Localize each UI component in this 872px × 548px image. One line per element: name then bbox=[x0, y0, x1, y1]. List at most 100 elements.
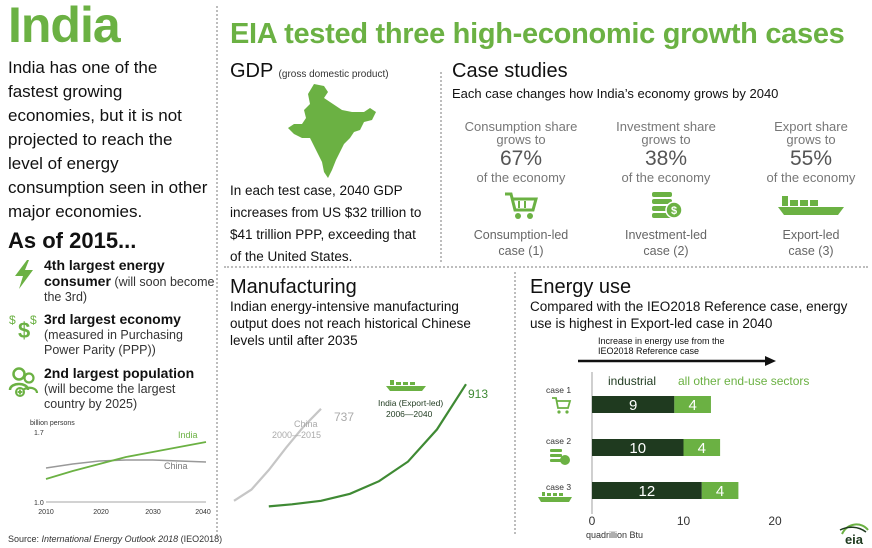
energy-xtick-20: 20 bbox=[768, 514, 782, 528]
energy-xlabel: quadrillion Btu bbox=[586, 530, 643, 540]
pop-india-label: India bbox=[178, 430, 198, 440]
main-title: EIA tested three high-economic growth ca… bbox=[230, 18, 845, 50]
mfg-china-line bbox=[233, 408, 322, 502]
energy-use-chart: Increase in energy use from the IEO2018 … bbox=[538, 336, 809, 540]
case-export-line2: grows to bbox=[786, 132, 836, 147]
india-map-icon bbox=[288, 84, 376, 178]
pop-xtick-2010: 2010 bbox=[38, 509, 54, 516]
mfg-india-line bbox=[268, 383, 467, 508]
svg-text:$: $ bbox=[30, 313, 37, 327]
energy-bar-3-industrial bbox=[592, 482, 702, 499]
energy-legend-other: all other end-use sectors bbox=[678, 374, 809, 388]
rank-energy: 4th largest energy consumer (will soon b… bbox=[44, 258, 219, 305]
eia-logo-text: eia bbox=[845, 532, 864, 546]
case-investment-line1: Investment share bbox=[616, 119, 716, 134]
case-investment-line3: of the economy bbox=[621, 170, 711, 185]
coins-icon: $ bbox=[652, 192, 683, 219]
ship-icon bbox=[778, 196, 844, 215]
eia-logo-icon: eia bbox=[839, 523, 869, 546]
pop-xtick-2020: 2020 bbox=[93, 509, 109, 516]
as-of-heading: As of 2015... bbox=[8, 228, 137, 253]
pop-india-line bbox=[45, 441, 207, 480]
population-chart: billion persons 1.7 1.0 2010 2020 2030 2… bbox=[30, 420, 211, 516]
mfg-india-years: 2006—2040 bbox=[386, 409, 433, 419]
case-export-pct: 55% bbox=[789, 147, 833, 170]
energy-bar-label-1-other: 4 bbox=[688, 397, 696, 414]
case-consumption-label2: case (1) bbox=[498, 244, 544, 258]
energy-arrow-text-line1: Increase in energy use from the bbox=[598, 336, 725, 346]
people-icon bbox=[8, 367, 39, 397]
case-export-label2: case (3) bbox=[788, 244, 834, 258]
energy-bar-2-industrial bbox=[592, 439, 684, 456]
rank-economy: 3rd largest economy (measured in Purchas… bbox=[44, 312, 219, 358]
energy-use-text: Compared with the IEO2018 Reference case… bbox=[530, 299, 848, 331]
energy-case3-label: case 3 bbox=[546, 482, 571, 492]
energy-bar-2-other bbox=[683, 439, 721, 456]
source-note: Source: International Energy Outlook 201… bbox=[8, 534, 222, 544]
rank-economy-note: (measured in Purchasing Power Parity (PP… bbox=[44, 328, 183, 357]
case-consumption-line1: Consumption share bbox=[464, 119, 578, 134]
energy-case1-label: case 1 bbox=[546, 385, 571, 395]
energy-bar-1-other bbox=[674, 396, 711, 413]
mfg-china-end-label: 737 bbox=[334, 410, 354, 424]
energy-bar-label-3-industrial: 12 bbox=[639, 483, 656, 500]
case-consumption-label1: Consumption-led bbox=[473, 228, 569, 242]
source-italic: International Energy Outlook 2018 bbox=[41, 534, 179, 544]
energy-bar-3-other bbox=[701, 482, 739, 499]
manufacturing-text: Indian energy-intensive manufacturing ou… bbox=[230, 299, 471, 348]
case-export-label1: Export-led bbox=[782, 228, 840, 242]
energy-use-title: Energy use bbox=[530, 276, 632, 298]
svg-text:$: $ bbox=[671, 205, 677, 217]
case-investment-label1: Investment-led bbox=[625, 228, 707, 242]
lightning-icon bbox=[15, 260, 33, 289]
pop-xtick-2030: 2030 bbox=[145, 509, 161, 516]
gdp-subtitle: (gross domestic product) bbox=[278, 69, 389, 80]
rank-energy-note: (will soon become the 3rd) bbox=[44, 275, 215, 304]
manufacturing-chart: China 2000—2015 737 India (Export-led) 2… bbox=[233, 380, 488, 508]
svg-text:$: $ bbox=[18, 318, 30, 342]
energy-arrow-head bbox=[765, 356, 776, 366]
pop-ylabel: billion persons bbox=[30, 420, 75, 427]
svg-text:$: $ bbox=[9, 313, 16, 327]
divider-vertical-left bbox=[216, 6, 218, 536]
india-description: India has one of the fastest growing eco… bbox=[8, 58, 208, 221]
energy-bar-1-industrial bbox=[592, 396, 675, 413]
energy-case2-label: case 2 bbox=[546, 436, 571, 446]
pop-china-label: China bbox=[164, 461, 188, 471]
energy-bars-group: 9 4 10 4 12 4 bbox=[592, 396, 739, 500]
case-consumption-pct: 67% bbox=[499, 147, 543, 170]
case-investment-pct: 38% bbox=[644, 147, 688, 170]
pop-china-line bbox=[45, 459, 207, 469]
case-investment-line2: grows to bbox=[641, 132, 691, 147]
case-consumption-line3: of the economy bbox=[476, 170, 566, 185]
case-export: Export share grows to 55% of the economy… bbox=[746, 120, 872, 259]
pop-ytick-bottom: 1.0 bbox=[34, 500, 44, 507]
energy-bar-label-1-industrial: 9 bbox=[629, 397, 637, 414]
energy-case3-ship-icon bbox=[538, 492, 572, 502]
rank-energy-head: 4th largest energy consumer bbox=[44, 257, 165, 289]
divider-horizontal bbox=[224, 266, 868, 268]
pop-xtick-2040: 2040 bbox=[195, 509, 211, 516]
case-investment-label2: case (2) bbox=[643, 244, 689, 258]
source-suffix: (IEO2018) bbox=[178, 534, 223, 544]
source-prefix: Source: bbox=[8, 534, 42, 544]
energy-xtick-0: 0 bbox=[589, 514, 596, 528]
energy-arrow-text: Increase in energy use from the IEO2018 … bbox=[598, 336, 727, 356]
mfg-china-label: China bbox=[294, 419, 318, 429]
mfg-ship-icon bbox=[386, 380, 426, 391]
gdp-text: In each test case, 2040 GDP increases fr… bbox=[230, 183, 422, 264]
energy-bar-label-2-other: 4 bbox=[698, 440, 706, 457]
divider-vertical-bottom bbox=[514, 272, 516, 534]
manufacturing-title: Manufacturing bbox=[230, 276, 357, 298]
mfg-india-end-label: 913 bbox=[468, 387, 488, 401]
energy-xtick-10: 10 bbox=[677, 514, 691, 528]
rank-population: 2nd largest population (will become the … bbox=[44, 366, 219, 412]
case-studies-title: Case studies bbox=[452, 60, 568, 82]
divider-vertical-top bbox=[440, 72, 442, 262]
cart-icon bbox=[505, 192, 538, 219]
energy-bar-label-2-industrial: 10 bbox=[629, 440, 646, 457]
pop-ytick-top: 1.7 bbox=[34, 430, 44, 437]
case-investment: Investment share grows to 38% of the eco… bbox=[601, 120, 731, 259]
rank-population-note: (will become the largest country by 2025… bbox=[44, 382, 176, 411]
mfg-india-label: India (Export-led) bbox=[378, 398, 443, 408]
